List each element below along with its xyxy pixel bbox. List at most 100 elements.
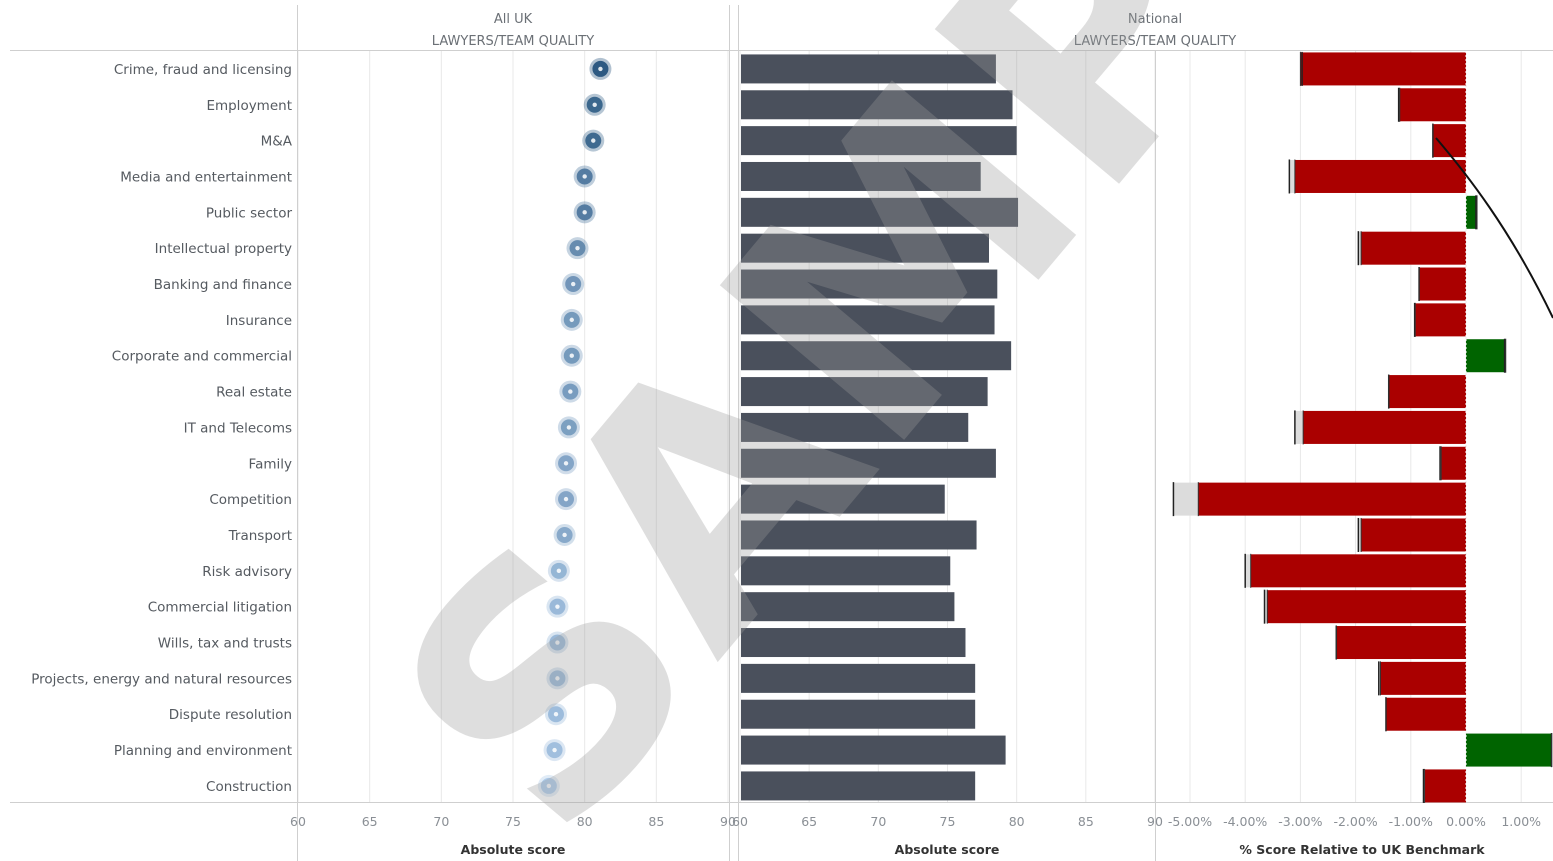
benchmark-extension xyxy=(1378,661,1381,695)
row-label: M&A xyxy=(261,134,293,150)
relative-score-bar xyxy=(1303,410,1466,444)
row-label: Commercial litigation xyxy=(148,600,292,616)
diff-axis-title: % Score Relative to UK Benchmark xyxy=(1239,842,1485,857)
dot-center xyxy=(555,676,560,681)
relative-score-bar xyxy=(1385,697,1466,731)
national-score-bar xyxy=(741,126,1017,156)
row-label: IT and Telecoms xyxy=(184,420,292,436)
relative-score-bar xyxy=(1336,626,1466,660)
national-score-bar xyxy=(741,305,995,335)
national-score-bar xyxy=(741,628,966,658)
relative-score-bar xyxy=(1419,267,1466,301)
row-label: Transport xyxy=(228,528,292,544)
dot-center xyxy=(555,640,560,645)
left-panel-sub-label: LAWYERS/TEAM QUALITY xyxy=(432,34,594,49)
all-uk-dot xyxy=(562,273,585,296)
all-uk-dot xyxy=(545,703,567,726)
all-uk-dot xyxy=(573,165,596,188)
relative-score-bars xyxy=(1172,51,1553,803)
row-label: Planning and environment xyxy=(114,743,292,759)
left-axis-title: Absolute score xyxy=(461,842,566,857)
national-score-bar xyxy=(741,54,996,84)
dot-center xyxy=(575,245,580,251)
dot-center xyxy=(562,532,567,538)
all-uk-dot xyxy=(560,344,583,367)
all-uk-dot xyxy=(547,559,570,582)
all-uk-dot xyxy=(555,452,578,475)
diff-tick-label: -4.00% xyxy=(1223,814,1267,829)
bars-tick-label: 80 xyxy=(1009,814,1025,829)
all-uk-dot xyxy=(557,416,580,439)
left-tick-label: 80 xyxy=(577,814,593,829)
relative-score-bar xyxy=(1250,554,1466,588)
bars-tick-label: 85 xyxy=(1078,814,1094,829)
diff-tick-label: -5.00% xyxy=(1168,814,1212,829)
left-tick-label: 75 xyxy=(505,814,521,829)
relative-score-bar xyxy=(1388,375,1466,409)
all-uk-dot xyxy=(560,308,583,331)
relative-score-bar xyxy=(1361,518,1466,552)
dot-center xyxy=(598,66,603,72)
decorative-line xyxy=(1435,137,1553,319)
dot-center xyxy=(552,747,557,753)
dot-center xyxy=(569,353,574,358)
right-panel-top-label: National xyxy=(1128,12,1182,27)
row-label: Dispute resolution xyxy=(169,707,292,723)
all-uk-dots xyxy=(537,57,612,797)
diff-tick-label: -2.00% xyxy=(1333,814,1377,829)
dot-center xyxy=(591,138,596,143)
benchmark-extension xyxy=(1294,410,1304,444)
dot-center xyxy=(592,102,597,107)
national-score-bar xyxy=(741,269,998,299)
dot-center xyxy=(563,496,569,502)
row-label: Risk advisory xyxy=(202,564,292,580)
national-score-bar xyxy=(741,197,1019,227)
row-label: Crime, fraud and licensing xyxy=(114,62,292,78)
national-score-bar xyxy=(741,771,976,801)
dot-center xyxy=(582,210,587,215)
diff-tick-label: -1.00% xyxy=(1389,814,1433,829)
national-score-bar xyxy=(741,90,1013,120)
left-tick-label: 60 xyxy=(290,814,306,829)
all-uk-dot xyxy=(553,523,576,546)
left-panel-top-label: All UK xyxy=(494,12,533,27)
dot-center xyxy=(546,783,552,789)
row-label: Projects, energy and natural resources xyxy=(31,671,292,687)
dot-center xyxy=(553,712,559,717)
relative-score-bar xyxy=(1466,733,1552,767)
bars-tick-label: 60 xyxy=(732,814,748,829)
relative-score-bar xyxy=(1424,769,1466,803)
all-uk-dot xyxy=(583,93,606,116)
frame-layer xyxy=(10,5,1553,861)
national-score-bar xyxy=(741,556,951,586)
dot-center xyxy=(555,604,560,609)
all-uk-dot xyxy=(546,667,569,690)
row-label: Public sector xyxy=(206,205,293,221)
row-label: Banking and finance xyxy=(154,277,292,293)
relative-score-bar xyxy=(1399,88,1466,122)
diff-tick-label: 0.00% xyxy=(1446,814,1486,829)
national-score-bar xyxy=(741,233,989,263)
row-label: Employment xyxy=(206,98,292,114)
row-label: Real estate xyxy=(216,385,292,401)
benchmark-extension xyxy=(1289,159,1295,193)
national-score-bar xyxy=(741,412,969,442)
relative-score-bar xyxy=(1441,446,1466,480)
row-labels: Crime, fraud and licensing Employment M&A M… xyxy=(31,62,293,795)
bars-tick-label: 75 xyxy=(940,814,956,829)
all-uk-dot xyxy=(566,237,589,260)
row-label: Construction xyxy=(206,779,292,795)
dot-center xyxy=(582,174,587,179)
all-uk-dot xyxy=(573,201,596,224)
benchmark-extension xyxy=(1358,518,1362,552)
left-tick-label: 90 xyxy=(720,814,736,829)
benchmark-extension xyxy=(1245,554,1251,588)
benchmark-extension xyxy=(1173,482,1199,516)
dot-center xyxy=(563,461,569,466)
bars-axis-title: Absolute score xyxy=(895,842,1000,857)
dot-center xyxy=(569,317,574,323)
all-uk-dot xyxy=(555,488,578,511)
row-label: Media and entertainment xyxy=(120,169,292,185)
row-label: Intellectual property xyxy=(155,241,292,257)
national-score-bar xyxy=(741,341,1012,371)
